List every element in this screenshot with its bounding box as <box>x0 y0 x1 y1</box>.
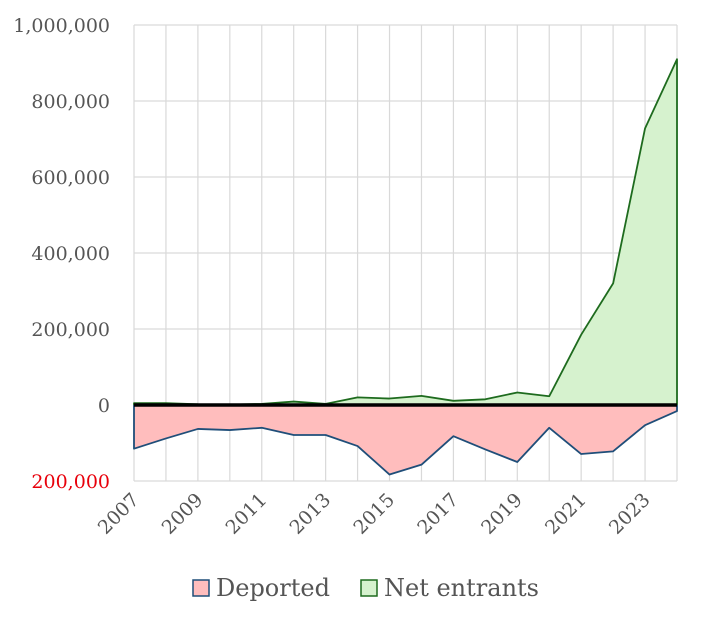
legend-swatch <box>192 579 210 597</box>
x-tick-label: 2019 <box>477 489 527 539</box>
x-axis-tick-labels: 2007 2009 2011 2013 2015 2017 2019 2021 2023 <box>94 489 655 539</box>
legend-label: Deported <box>216 574 330 602</box>
area-fill-deported <box>134 405 677 475</box>
legend-label: Net entrants <box>384 574 539 602</box>
y-tick-label: 200,000 <box>31 319 110 341</box>
series-line-deported <box>133 405 678 476</box>
series-areas <box>133 58 678 476</box>
x-tick-label: 2015 <box>349 489 399 539</box>
y-axis-tick-labels: 1,000,000 800,000 600,000 400,000 200,000 0 20… <box>13 15 110 493</box>
x-tick-label: 2021 <box>541 489 591 539</box>
x-tick-label: 2013 <box>285 489 335 539</box>
x-tick-label: 2017 <box>413 489 463 539</box>
x-tick-label: 2023 <box>605 489 655 539</box>
x-tick-label: 2011 <box>222 489 272 539</box>
y-tick-label: 200,000 <box>31 471 110 493</box>
y-tick-label: 800,000 <box>31 91 110 113</box>
x-tick-label: 2009 <box>158 489 208 539</box>
y-tick-label: 0 <box>98 395 110 417</box>
y-tick-label: 1,000,000 <box>13 15 110 37</box>
y-tick-label: 400,000 <box>31 243 110 265</box>
legend-swatch <box>360 579 378 597</box>
y-tick-label: 600,000 <box>31 167 110 189</box>
area-fill-net-entrants <box>134 59 677 405</box>
legend: Deported Net entrants <box>192 574 539 602</box>
x-tick-label: 2007 <box>94 489 144 539</box>
